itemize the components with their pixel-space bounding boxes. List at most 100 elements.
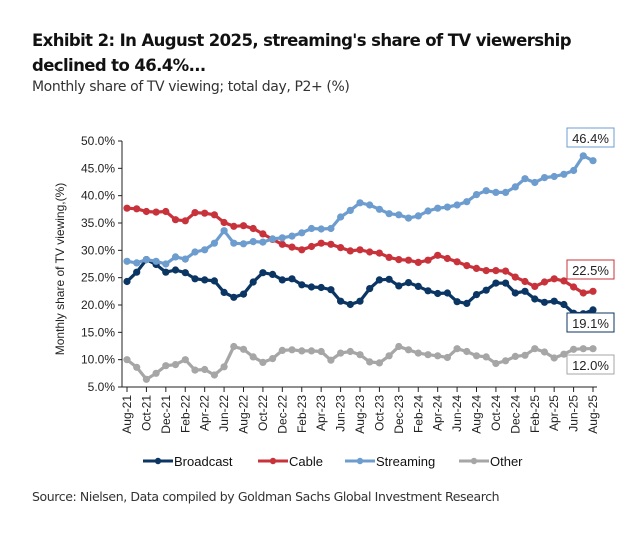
data-point <box>560 170 568 178</box>
data-point <box>259 230 267 238</box>
data-point <box>570 166 578 175</box>
data-point <box>375 249 383 257</box>
data-point <box>249 278 257 286</box>
data-point <box>404 279 413 287</box>
data-point <box>123 257 131 265</box>
data-point <box>191 275 199 283</box>
axes: 5.0% 10.0% 15.0% 20.0% 25.0% 30.0% 35.0% 40.0% 4… <box>53 134 600 434</box>
data-point <box>443 289 451 297</box>
data-point <box>181 255 189 263</box>
data-point <box>502 279 510 287</box>
data-point <box>570 345 578 353</box>
data-point <box>249 238 257 246</box>
data-point <box>201 209 209 217</box>
data-point <box>230 342 238 351</box>
y-tick-label: 25.0% <box>81 271 115 285</box>
data-point <box>385 352 393 360</box>
data-point <box>385 253 393 261</box>
data-point <box>201 246 209 254</box>
y-tick-label: 15.0% <box>81 325 115 339</box>
data-point <box>239 345 248 353</box>
data-point <box>453 258 461 266</box>
data-point <box>414 349 422 357</box>
data-point <box>288 232 296 240</box>
y-tick-label: 40.0% <box>81 189 115 203</box>
data-point <box>249 224 257 233</box>
data-point <box>424 351 432 359</box>
data-point <box>589 157 597 165</box>
data-point <box>366 201 374 209</box>
data-point <box>453 345 461 353</box>
data-point <box>181 269 189 277</box>
data-point <box>346 206 354 214</box>
data-point <box>414 282 422 290</box>
data-point <box>220 218 228 227</box>
data-point <box>220 288 228 296</box>
end-label-value: 46.4% <box>572 131 609 146</box>
y-tick-label: 50.0% <box>81 134 115 148</box>
y-tick-label: 5.0% <box>88 380 116 394</box>
x-tick-label: Jun-24 <box>450 395 464 432</box>
data-point <box>589 287 597 295</box>
data-point <box>560 350 568 358</box>
data-point <box>482 267 490 275</box>
source-note: Source: Nielsen, Data compiled by Goldma… <box>32 489 500 504</box>
data-point <box>492 359 500 368</box>
data-point <box>171 361 180 369</box>
data-point <box>239 222 248 230</box>
end-label-value: 19.1% <box>572 316 609 331</box>
data-point <box>327 356 335 364</box>
x-tick-label: Apr-22 <box>198 395 212 431</box>
x-tick-label: Feb-23 <box>295 395 309 433</box>
legend-swatch-marker <box>356 457 364 465</box>
end-label-box <box>566 354 615 375</box>
data-point <box>278 346 286 354</box>
data-point <box>191 248 199 256</box>
data-point <box>356 199 364 207</box>
data-point <box>550 354 558 362</box>
data-point <box>570 283 578 291</box>
data-point <box>288 275 296 283</box>
data-point <box>278 276 286 284</box>
data-point <box>298 246 306 254</box>
data-point <box>492 267 500 275</box>
chart-title: Exhibit 2: In August 2025, streaming's s… <box>32 31 572 75</box>
x-tick-label: Aug-22 <box>237 395 251 434</box>
data-point <box>366 248 374 256</box>
end-label-other: 12.0% <box>566 354 615 375</box>
data-point <box>337 349 345 357</box>
series-cable <box>123 204 597 297</box>
data-point <box>502 357 510 365</box>
data-point <box>171 266 180 274</box>
data-point <box>579 289 587 297</box>
data-point <box>142 207 150 216</box>
data-point <box>443 203 451 211</box>
x-tick-label: Dec-23 <box>392 395 406 434</box>
data-point <box>502 188 510 196</box>
data-point <box>317 347 325 356</box>
y-tick-label: 30.0% <box>81 243 115 257</box>
data-point <box>356 297 364 305</box>
x-tick-label: Apr-23 <box>314 395 328 431</box>
data-point <box>463 347 471 356</box>
data-point <box>201 276 209 284</box>
data-point <box>531 178 539 187</box>
data-point <box>395 282 403 290</box>
data-point <box>259 269 267 277</box>
legend-item-broadcast: Broadcast <box>143 454 233 469</box>
data-point <box>346 247 354 255</box>
legend-label: Streaming <box>376 454 435 469</box>
data-point <box>317 283 325 292</box>
data-point <box>511 289 519 297</box>
data-point <box>482 353 490 361</box>
data-point <box>269 235 277 243</box>
end-label-box <box>566 127 615 148</box>
data-point <box>424 207 432 215</box>
data-point <box>385 275 393 283</box>
data-point <box>404 346 413 354</box>
data-point <box>521 175 529 183</box>
series-other <box>123 342 597 383</box>
data-point <box>133 363 141 371</box>
data-point <box>521 277 529 286</box>
data-point <box>278 234 286 242</box>
